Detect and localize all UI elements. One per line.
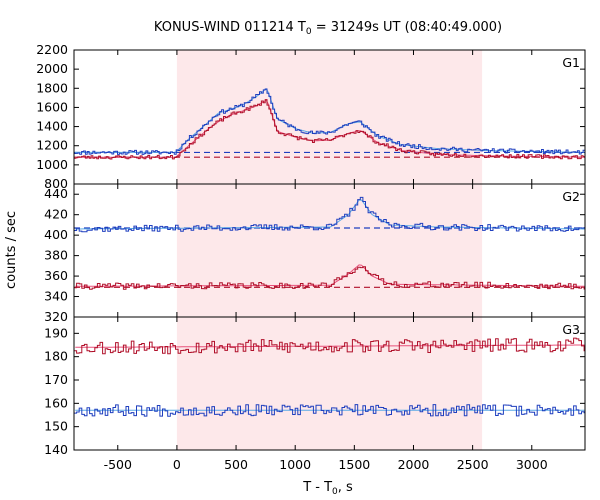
g2-y-tick-label: 420 [44,207,68,222]
g3-panel-frame [73,316,586,451]
g1-panel-label: G1 [562,55,580,70]
g1-y-tick-label: 1000 [36,157,68,172]
x-tick-label: -500 [104,457,132,472]
g1-y-tick-label: 2200 [36,42,68,57]
g3-y-tick-label: 170 [44,372,68,387]
g1-y-tick-label: 800 [44,176,68,191]
x-axis-label-main: T - T [302,480,332,495]
g1-count-rate-red [74,99,585,160]
x-axis-label: T - T0, s [302,480,353,497]
g3-count-rate-blue [74,404,585,417]
g1-y-tick-label: 1800 [36,80,68,95]
g3-panel-label: G3 [562,322,580,337]
g2-y-tick-label: 400 [44,227,68,242]
x-tick-label: 3000 [516,457,548,472]
chart-title-subscript: 0 [306,27,312,37]
x-tick-label: 1500 [338,457,370,472]
chart-title-main: KONUS-WIND 011214 T [154,20,306,35]
chart-title: KONUS-WIND 011214 T0 = 31249s UT (08:40:… [154,20,502,37]
x-axis-label-rest: , s [338,480,353,495]
x-tick-label: 500 [224,457,248,472]
x-axis-label-subscript: 0 [332,487,338,497]
g1-y-tick-label: 1400 [36,119,68,134]
g3-y-tick-label: 140 [44,442,68,457]
x-tick-label: 0 [173,457,181,472]
g2-panel-label: G2 [562,189,580,204]
y-axis-label: counts / sec [4,211,19,289]
g2-y-tick-label: 380 [44,248,68,263]
g2-y-tick-label: 360 [44,268,68,283]
g3-y-tick-label: 190 [44,325,68,340]
g3-y-tick-label: 180 [44,349,68,364]
g1-y-tick-label: 1200 [36,138,68,153]
plot-area: 8001000120014001600180020002200G13203403… [36,42,586,472]
g3-y-tick-label: 160 [44,395,68,410]
g2-y-tick-label: 340 [44,289,68,304]
x-tick-label: 1000 [279,457,311,472]
g3-count-rate-red [74,337,585,355]
g2-count-rate-blue [74,196,585,233]
g2-y-tick-label: 440 [44,186,68,201]
g1-y-tick-label: 2000 [36,61,68,76]
g2-count-rate-red [74,266,585,290]
g3-y-tick-label: 150 [44,419,68,434]
x-tick-label: 2500 [457,457,489,472]
g1-count-rate-blue [74,88,585,155]
x-tick-label: 2000 [398,457,430,472]
g2-y-tick-label: 320 [44,309,68,324]
g1-y-tick-label: 1600 [36,99,68,114]
chart-title-rest: = 31249s UT (08:40:49.000) [312,20,502,35]
